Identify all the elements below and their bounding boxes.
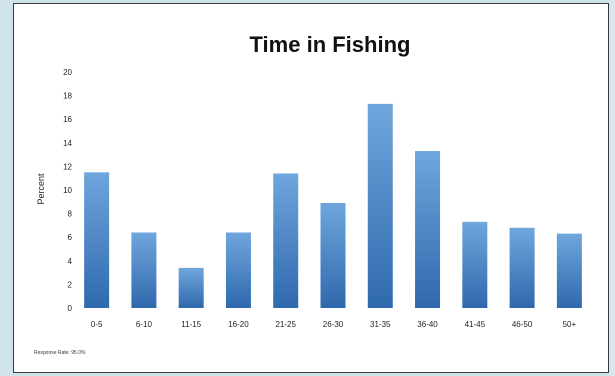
- y-axis-label: Percent: [36, 173, 46, 205]
- x-axis-ticks: 0-5 6-10 11-15 16-20 21-25 26-30 31-35 36-40 41-…: [91, 320, 577, 329]
- footnote: Response Rate: 95.0%: [34, 350, 86, 356]
- chart-frame: [13, 3, 609, 373]
- y-tick-label: 12: [63, 162, 72, 171]
- x-tick-label: 46-50: [512, 320, 533, 329]
- x-tick-label: 11-15: [181, 320, 201, 329]
- y-tick-label: 20: [63, 68, 72, 77]
- x-tick-label: 16-20: [228, 320, 249, 329]
- x-tick-label: 36-40: [417, 320, 438, 329]
- bars: [84, 103, 582, 308]
- background-strip: [609, 0, 615, 376]
- x-tick-label: 50+: [563, 320, 577, 329]
- y-tick-label: 14: [63, 139, 72, 148]
- bar-41-45: [462, 221, 488, 308]
- y-tick-label: 2: [68, 280, 73, 289]
- bar-11-15: [178, 267, 204, 308]
- bar-6-10: [131, 232, 157, 308]
- y-axis-ticks: 0 2 4 6 8 10 12 14 16 18 20: [63, 68, 72, 313]
- y-tick-label: 4: [68, 257, 73, 266]
- bar-50+: [556, 233, 582, 308]
- x-tick-label: 41-45: [465, 320, 486, 329]
- bar-0-5: [84, 172, 110, 308]
- bar-26-30: [320, 202, 346, 308]
- y-tick-label: 10: [63, 186, 72, 195]
- x-tick-label: 31-35: [370, 320, 391, 329]
- bar-36-40: [415, 151, 441, 308]
- bar-16-20: [225, 232, 251, 308]
- y-tick-label: 16: [63, 115, 72, 124]
- x-tick-label: 26-30: [323, 320, 344, 329]
- y-tick-label: 18: [63, 92, 72, 101]
- y-tick-label: 8: [68, 210, 73, 219]
- bar-46-50: [509, 227, 535, 308]
- y-tick-label: 0: [68, 304, 73, 313]
- chart-title: Time in Fishing: [250, 32, 411, 57]
- bar-31-35: [367, 103, 393, 308]
- x-tick-label: 0-5: [91, 320, 103, 329]
- bar-21-25: [273, 173, 299, 308]
- x-tick-label: 21-25: [275, 320, 296, 329]
- y-tick-label: 6: [68, 233, 73, 242]
- x-tick-label: 6-10: [136, 320, 153, 329]
